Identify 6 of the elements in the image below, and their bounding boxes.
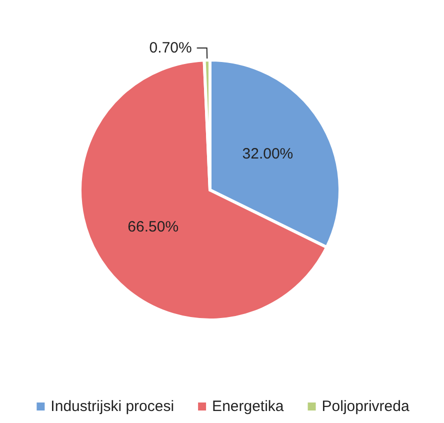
legend-label: Energetika bbox=[212, 398, 284, 415]
data-label: 66.50% bbox=[128, 218, 179, 236]
data-label: 32.00% bbox=[242, 146, 294, 163]
legend-label: Industrijski procesi bbox=[50, 398, 174, 415]
data-label: 0.70% bbox=[149, 40, 192, 57]
legend-label: Poljoprivreda bbox=[322, 398, 410, 415]
